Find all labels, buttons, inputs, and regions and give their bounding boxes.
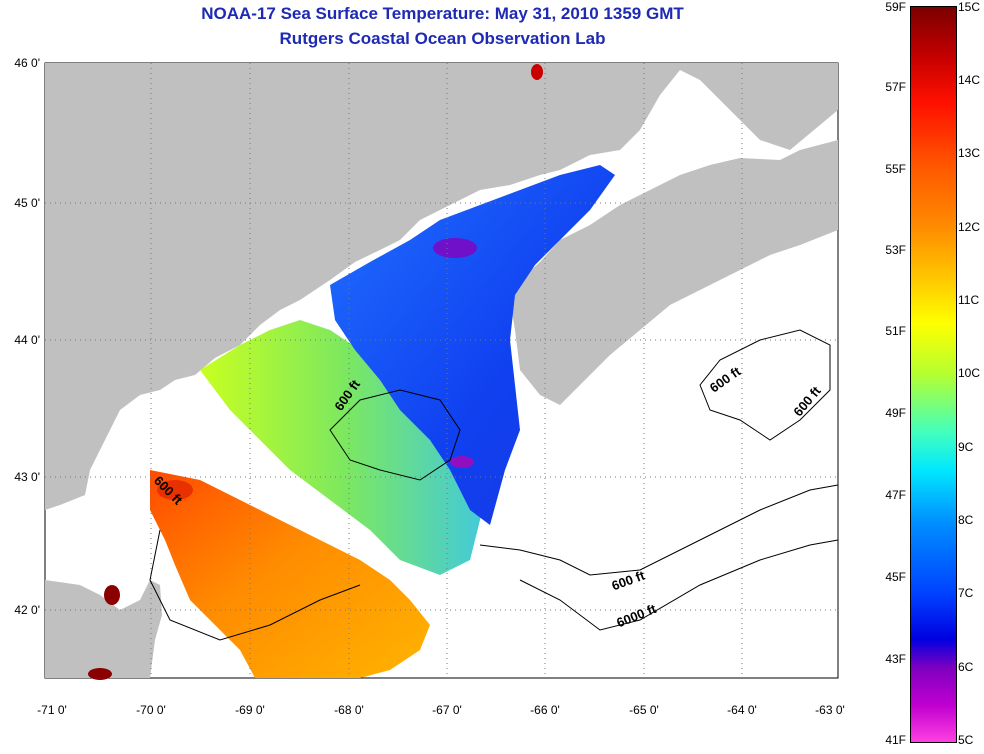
colorbar-c-label: 14C [958, 73, 981, 87]
colorbar-f-label: 41F [885, 733, 906, 747]
lon-label: -66 0' [530, 703, 560, 717]
colorbar-f-label: 43F [885, 652, 906, 666]
colorbar-f-label: 53F [885, 243, 906, 257]
colorbar-c-label: 13C [958, 146, 981, 160]
sst-data [88, 64, 615, 680]
colorbar-f-label: 59F [885, 0, 906, 14]
lon-label: -65 0' [629, 703, 659, 717]
colorbar-c-label: 15C [958, 0, 981, 14]
lon-label: -63 0' [815, 703, 845, 717]
colorbar-c-label: 5C [958, 733, 974, 747]
lon-label: -71 0' [37, 703, 67, 717]
colorbar-f-label: 57F [885, 80, 906, 94]
colorbar-f-label: 51F [885, 324, 906, 338]
lon-label: -64 0' [727, 703, 757, 717]
map-title: NOAA-17 Sea Surface Temperature: May 31,… [201, 4, 684, 23]
lon-label: -69 0' [235, 703, 265, 717]
gridlines [45, 63, 838, 678]
colorbar-f-label: 45F [885, 570, 906, 584]
lon-label: -70 0' [136, 703, 166, 717]
bathymetry-contours [149, 329, 839, 641]
map-subtitle: Rutgers Coastal Ocean Observation Lab [279, 29, 606, 48]
colorbar-c-label: 12C [958, 220, 981, 234]
colorbar-f-label: 55F [885, 162, 906, 176]
colorbar-c-label: 8C [958, 513, 974, 527]
colorbar-c-label: 6C [958, 660, 974, 674]
lat-label: 44 0' [14, 333, 40, 347]
lat-label: 42 0' [14, 603, 40, 617]
colorbar-c-label: 11C [958, 293, 980, 307]
lon-label: -68 0' [334, 703, 364, 717]
land-areas [45, 63, 838, 678]
colorbar-c-label: 7C [958, 586, 974, 600]
colorbar-f-label: 47F [885, 488, 906, 502]
temperature-colorbar [910, 6, 957, 743]
colorbar-c-label: 9C [958, 440, 974, 454]
lat-label: 46 0' [14, 56, 40, 70]
lat-label: 43 0' [14, 470, 40, 484]
colorbar-f-label: 49F [885, 406, 906, 420]
colorbar-c-label: 10C [958, 366, 981, 380]
lat-label: 45 0' [14, 196, 40, 210]
lon-label: -67 0' [432, 703, 462, 717]
